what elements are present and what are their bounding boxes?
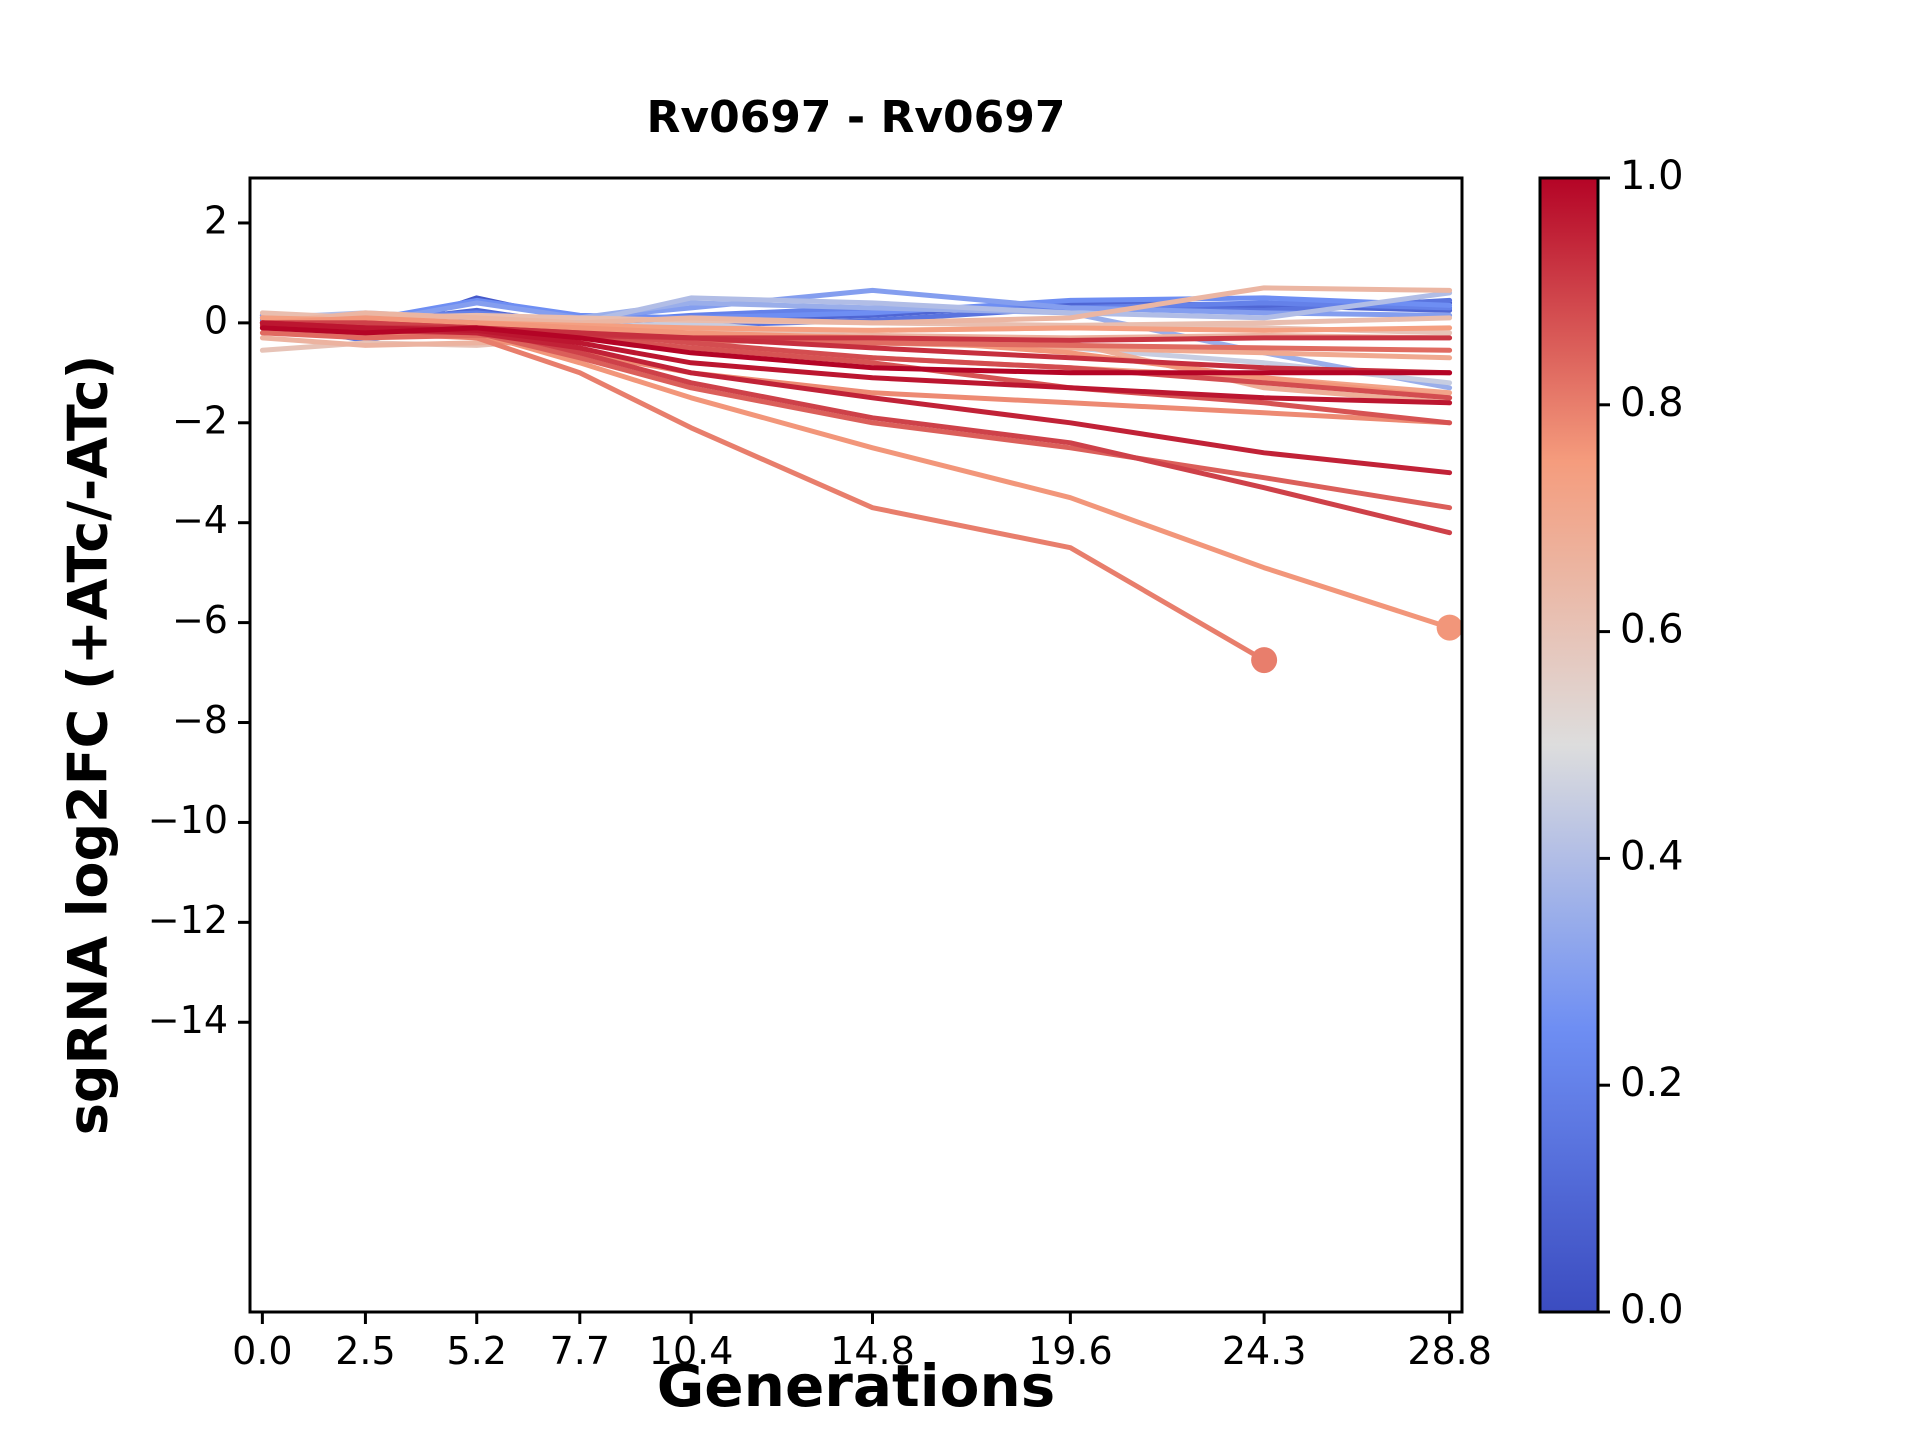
y-tick-label: −10: [148, 798, 228, 842]
y-tick-label: 0: [204, 298, 228, 342]
x-tick-label: 2.5: [335, 1329, 395, 1373]
x-tick-label: 19.6: [1028, 1329, 1113, 1373]
x-tick-label: 24.3: [1222, 1329, 1307, 1373]
series-line: [259, 320, 1453, 536]
colorbar: [1538, 176, 1600, 1314]
x-axis-label: Generations: [656, 1352, 1056, 1420]
x-tick-label: 0.0: [232, 1329, 292, 1373]
y-tick-label: 2: [204, 198, 228, 242]
series-end-marker: [1251, 647, 1278, 674]
chart-title: Rv0697 - Rv0697: [646, 92, 1066, 143]
colorbar-tick-label: 1.0: [1620, 153, 1684, 199]
series-line: [259, 315, 1453, 401]
y-tick-label: −4: [172, 498, 228, 542]
colorbar-tick-label: 0.4: [1620, 833, 1684, 879]
colorbar-tick-label: 0.2: [1620, 1060, 1684, 1106]
y-tick-label: −2: [172, 398, 228, 442]
series-end-marker: [1436, 614, 1463, 641]
colorbar-tick-label: 0.0: [1620, 1287, 1684, 1333]
colorbar-tick-label: 0.8: [1620, 380, 1684, 426]
x-tick-label: 10.4: [649, 1329, 734, 1373]
x-tick-label: 14.8: [830, 1329, 915, 1373]
y-tick-label: −6: [172, 598, 228, 642]
x-tick-label: 28.8: [1407, 1329, 1492, 1373]
colorbar-tick-label: 0.6: [1620, 607, 1684, 653]
series-line: [259, 285, 1453, 326]
series-line: [259, 325, 1453, 376]
x-tick-label: 7.7: [550, 1329, 610, 1373]
y-tick-label: −12: [148, 898, 228, 942]
x-tick-label: 5.2: [447, 1329, 507, 1373]
y-tick-label: −14: [148, 998, 228, 1042]
plot-border: [248, 176, 1464, 1314]
y-tick-label: −8: [172, 698, 228, 742]
